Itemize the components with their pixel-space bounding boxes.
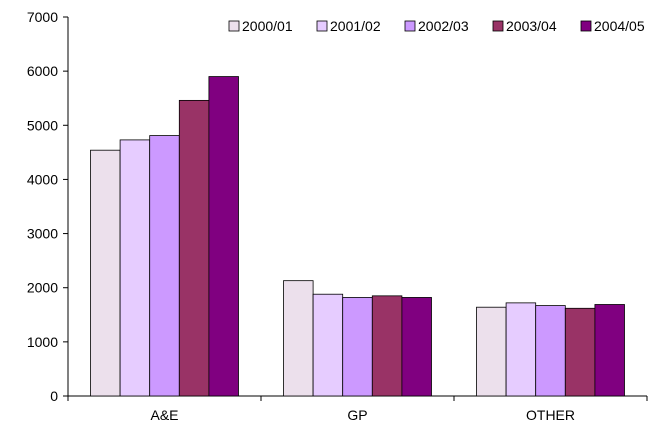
bar (119, 139, 151, 397)
bar (178, 99, 210, 397)
bar (371, 295, 403, 397)
bars (90, 76, 625, 397)
bar (594, 304, 625, 397)
y-tick-label: 4000 (27, 171, 58, 187)
legend-swatch (580, 20, 592, 32)
legend-label: 2002/03 (418, 18, 469, 34)
bar (564, 307, 596, 397)
legend-swatch (404, 20, 416, 32)
y-tick-label: 2000 (27, 280, 58, 296)
legend-swatch (316, 20, 328, 32)
y-tick-label: 0 (50, 388, 58, 404)
legend-label: 2003/04 (506, 18, 557, 34)
bar (283, 280, 314, 397)
x-tick-label: OTHER (526, 407, 575, 423)
legend-label: 2000/01 (242, 18, 293, 34)
bar (312, 293, 344, 397)
bar (476, 306, 507, 397)
x-tick-label: A&E (150, 407, 178, 423)
bar (342, 297, 373, 397)
legend: 2000/01 2001/02 2002/03 2003/04 2004/05 (228, 18, 645, 34)
y-tick-label: 7000 (27, 9, 58, 25)
bar (505, 302, 537, 397)
y-tick-label: 6000 (27, 63, 58, 79)
y-tick-label: 1000 (27, 334, 58, 350)
legend-swatch (492, 20, 504, 32)
bar (149, 135, 180, 397)
bar (208, 76, 239, 397)
bar (535, 305, 566, 397)
legend-swatch (228, 20, 240, 32)
legend-label: 2004/05 (594, 18, 645, 34)
bar (401, 297, 432, 397)
axes: 0 1000 2000 3000 4000 5000 6000 7000 A&E GP OTHER (27, 9, 648, 423)
y-tick-label: 3000 (27, 226, 58, 242)
y-tick-label: 5000 (27, 117, 58, 133)
x-tick-label: GP (347, 407, 367, 423)
bar (90, 149, 121, 397)
legend-label: 2001/02 (330, 18, 381, 34)
